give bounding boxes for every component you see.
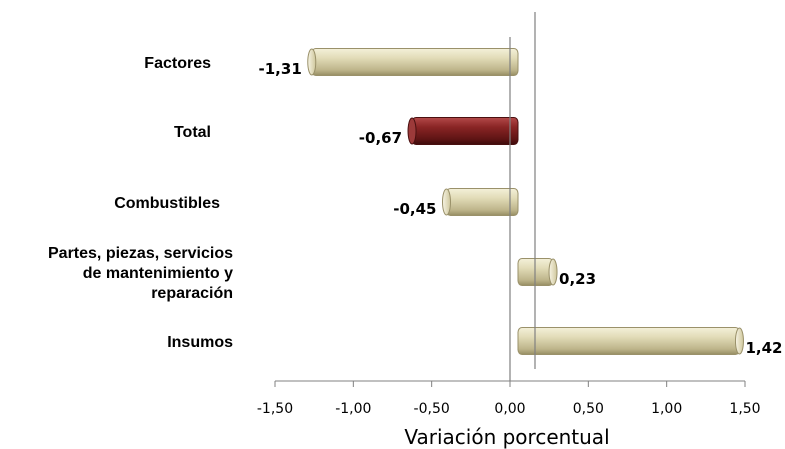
bar-cap-4 bbox=[734, 327, 744, 355]
x-tick-label: 0,50 bbox=[573, 401, 604, 417]
bar-cap-3 bbox=[548, 258, 558, 286]
x-tick-label: -1,00 bbox=[335, 401, 371, 417]
category-label: Factores bbox=[144, 55, 211, 72]
x-tick-label: 0,00 bbox=[494, 401, 525, 417]
x-tick-label: 1,00 bbox=[651, 401, 682, 417]
bar-0 bbox=[311, 48, 519, 76]
x-tick-label: 1,50 bbox=[729, 401, 760, 417]
bar-cap-1 bbox=[407, 117, 417, 145]
category-label: Partes, piezas, servicios bbox=[48, 245, 233, 262]
value-label: -0,67 bbox=[359, 129, 402, 147]
bar-2 bbox=[446, 188, 519, 216]
value-label: 0,23 bbox=[559, 270, 596, 288]
value-label: 1,42 bbox=[745, 339, 782, 357]
value-label: -0,45 bbox=[393, 200, 436, 218]
category-label: de mantenimiento y bbox=[83, 265, 233, 282]
category-label: Total bbox=[174, 124, 211, 141]
category-label: Combustibles bbox=[114, 195, 220, 212]
x-tick-label: -0,50 bbox=[414, 401, 450, 417]
bar-cap-0 bbox=[307, 48, 317, 76]
bar-4 bbox=[517, 327, 740, 355]
x-tick-label: -1,50 bbox=[257, 401, 293, 417]
category-label: reparación bbox=[151, 285, 233, 302]
value-label: -1,31 bbox=[259, 60, 302, 78]
bar-1 bbox=[411, 117, 519, 145]
x-axis-title: Variación porcentual bbox=[404, 425, 609, 449]
category-label: Insumos bbox=[167, 334, 233, 351]
bar-cap-2 bbox=[442, 188, 451, 216]
